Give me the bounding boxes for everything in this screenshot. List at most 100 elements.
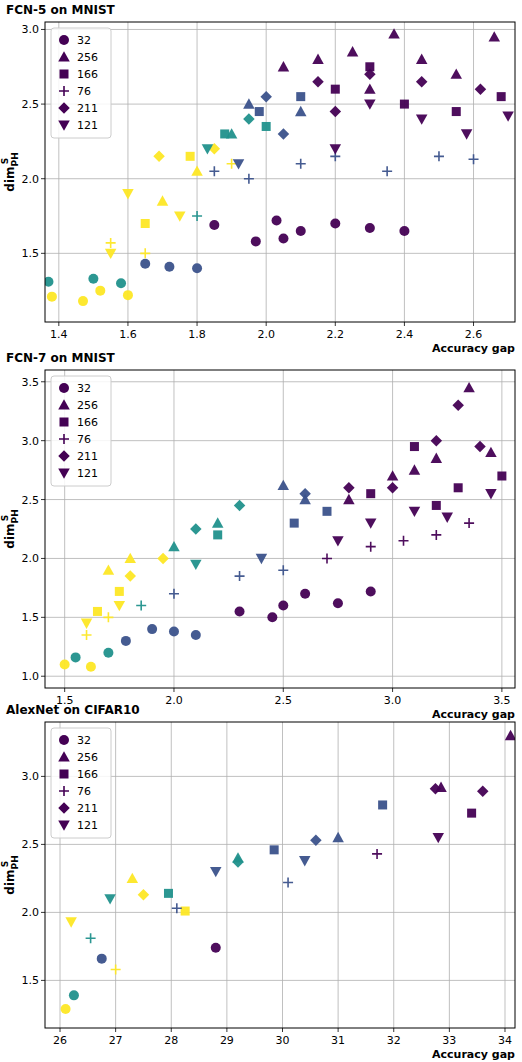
point bbox=[278, 233, 288, 243]
tick bbox=[41, 676, 45, 677]
tick-label: 1.5 bbox=[22, 611, 40, 624]
point bbox=[140, 248, 150, 258]
point bbox=[343, 482, 355, 494]
point bbox=[86, 933, 96, 943]
grid-line bbox=[45, 253, 515, 254]
point bbox=[347, 46, 359, 56]
point bbox=[366, 542, 376, 552]
tick bbox=[64, 688, 65, 692]
point bbox=[469, 154, 479, 164]
point bbox=[295, 106, 307, 116]
point bbox=[88, 274, 98, 284]
point bbox=[454, 483, 463, 492]
legend-marker bbox=[58, 51, 70, 61]
point bbox=[138, 889, 150, 901]
panel: 2627282930313233341.52.02.53.0AlexNet on… bbox=[0, 703, 516, 1061]
point bbox=[115, 587, 124, 596]
point bbox=[168, 541, 180, 551]
grid-line bbox=[335, 22, 336, 322]
tick bbox=[335, 322, 336, 326]
point bbox=[467, 809, 476, 818]
tick bbox=[41, 912, 45, 913]
point bbox=[290, 519, 299, 528]
tick-label: 3.0 bbox=[22, 770, 40, 783]
points bbox=[45, 28, 514, 306]
tick-label: 2.0 bbox=[165, 694, 183, 707]
grid-line bbox=[45, 558, 515, 559]
point bbox=[323, 507, 332, 516]
tick-label: 1.4 bbox=[50, 328, 68, 341]
point bbox=[474, 441, 486, 453]
tick-label: 26 bbox=[53, 1034, 67, 1047]
point bbox=[364, 83, 376, 93]
tick-label: 31 bbox=[331, 1034, 345, 1047]
point bbox=[243, 113, 255, 125]
point bbox=[430, 783, 442, 795]
legend-label: 166 bbox=[77, 68, 98, 81]
point bbox=[172, 903, 182, 913]
figure: 1.41.61.82.02.22.42.61.52.02.53.0FCN-5 o… bbox=[0, 0, 522, 1062]
point bbox=[312, 54, 324, 64]
point bbox=[283, 877, 293, 887]
point bbox=[60, 659, 70, 669]
grid-line bbox=[173, 370, 174, 688]
point bbox=[434, 151, 444, 161]
point bbox=[497, 472, 506, 481]
point bbox=[251, 236, 261, 246]
y-label-sup: S bbox=[0, 515, 10, 521]
legend-label: 256 bbox=[77, 399, 98, 412]
grid-line bbox=[45, 499, 515, 500]
tick-label: 2.5 bbox=[22, 838, 40, 851]
tick-label: 2.0 bbox=[257, 328, 275, 341]
tick bbox=[449, 1028, 450, 1032]
point bbox=[432, 833, 444, 843]
point bbox=[299, 856, 311, 866]
point bbox=[209, 166, 219, 176]
x-label: Accuracy gap bbox=[432, 708, 515, 721]
grid-line bbox=[171, 722, 172, 1028]
point bbox=[388, 28, 400, 38]
grid-line bbox=[45, 178, 515, 179]
tick bbox=[41, 440, 45, 441]
legend-label: 211 bbox=[77, 802, 98, 815]
frame bbox=[45, 22, 515, 322]
y-label-sup: S bbox=[0, 861, 10, 867]
point bbox=[211, 943, 221, 953]
tick-label: 2.6 bbox=[465, 328, 483, 341]
y-label-sub: PH bbox=[10, 509, 20, 523]
tick bbox=[41, 29, 45, 30]
point bbox=[71, 652, 81, 662]
grid-line bbox=[45, 912, 515, 913]
point bbox=[372, 849, 382, 859]
point bbox=[95, 286, 105, 296]
y-label-text: dim bbox=[3, 166, 17, 191]
point bbox=[332, 832, 344, 842]
legend-marker bbox=[60, 770, 69, 779]
point bbox=[441, 513, 453, 523]
point bbox=[416, 114, 428, 124]
legend: 3225616676211121 bbox=[51, 376, 111, 486]
point bbox=[343, 494, 355, 504]
frame bbox=[45, 370, 515, 688]
grid-line bbox=[45, 104, 515, 105]
tick-label: 34 bbox=[498, 1034, 512, 1047]
tick-label: 3.5 bbox=[493, 694, 511, 707]
legend-marker bbox=[59, 86, 69, 96]
point bbox=[365, 519, 377, 529]
point bbox=[463, 382, 475, 392]
title: AlexNet on CIFAR10 bbox=[6, 703, 140, 717]
point bbox=[235, 606, 245, 616]
legend-marker bbox=[58, 399, 70, 409]
point bbox=[278, 565, 288, 575]
tick-label: 33 bbox=[442, 1034, 456, 1047]
point bbox=[78, 296, 88, 306]
point bbox=[312, 76, 324, 88]
tick bbox=[41, 104, 45, 105]
point bbox=[210, 867, 222, 877]
point bbox=[213, 530, 222, 539]
legend-marker bbox=[58, 751, 70, 761]
tick-label: 28 bbox=[164, 1034, 178, 1047]
point bbox=[169, 626, 179, 636]
point bbox=[147, 624, 157, 634]
y-label-sup: S bbox=[0, 158, 10, 164]
